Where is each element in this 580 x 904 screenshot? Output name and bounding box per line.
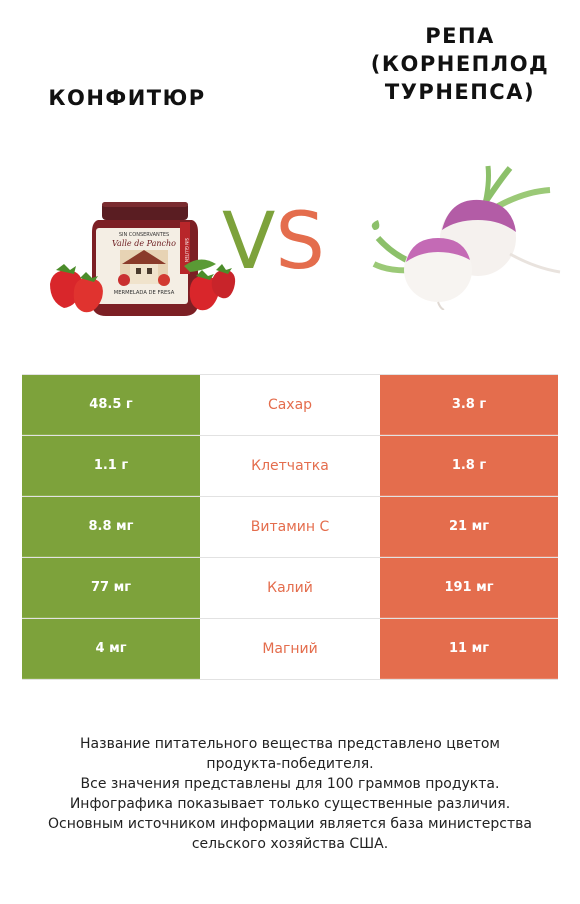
- footer-line: продукта-победителя.: [206, 756, 374, 772]
- footer-notes: Название питательного вещества представл…: [20, 734, 560, 854]
- table-row: 1.1 г Клетчатка 1.8 г: [22, 436, 558, 497]
- footer-line: Основным источником информации является …: [48, 816, 532, 832]
- right-value: 3.8 г: [380, 375, 558, 435]
- right-value: 21 мг: [380, 497, 558, 557]
- table-row: 8.8 мг Витамин C 21 мг: [22, 497, 558, 558]
- left-value: 48.5 г: [22, 375, 200, 435]
- vs-label: V S: [222, 194, 325, 290]
- left-value: 4 мг: [22, 619, 200, 679]
- footer-line: Инфографика показывает только существенн…: [69, 796, 511, 812]
- right-value: 1.8 г: [380, 436, 558, 496]
- vs-s-letter: S: [275, 197, 325, 287]
- jar-label-brand: Valle de Pancho: [112, 239, 176, 248]
- nutrient-name: Клетчатка: [251, 458, 329, 474]
- right-product-title: РЕПА (КОРНЕПЛОД ТУРНЕПСА): [350, 22, 570, 106]
- left-value: 77 мг: [22, 558, 200, 618]
- right-value: 11 мг: [380, 619, 558, 679]
- turnip-image: [371, 165, 561, 310]
- left-product-title: КОНФИТЮР: [48, 86, 206, 110]
- table-row: 48.5 г Сахар 3.8 г: [22, 374, 558, 436]
- right-title-line: ТУРНЕПСА): [384, 80, 536, 104]
- footer-line: Название питательного вещества представл…: [80, 736, 500, 752]
- left-value: 8.8 мг: [22, 497, 200, 557]
- table-row: 77 мг Калий 191 мг: [22, 558, 558, 619]
- strawberry-icon: [211, 264, 236, 299]
- nutrient-name: Магний: [262, 641, 318, 657]
- jar-label-top: SIN CONSERVANTES: [119, 232, 169, 238]
- left-value: 1.1 г: [22, 436, 200, 496]
- leaf-icon: [184, 259, 216, 272]
- jar-label-side: SIN GLUTEN: [184, 238, 189, 262]
- vs-v-letter: V: [222, 197, 276, 287]
- nutrient-name: Калий: [267, 580, 313, 596]
- strawberry-icon: [189, 270, 219, 311]
- strawberry-icon: [73, 272, 103, 313]
- footer-line: сельского хозяйства США.: [191, 836, 389, 852]
- right-value: 191 мг: [380, 558, 558, 618]
- right-title-line: РЕПА: [425, 24, 495, 48]
- nutrient-name: Витамин C: [250, 519, 330, 535]
- jar-label-product: MERMELADA DE FRESA: [114, 290, 175, 296]
- table-row: 4 мг Магний 11 мг: [22, 619, 558, 680]
- footer-line: Все значения представлены для 100 граммо…: [80, 776, 500, 792]
- nutrient-name: Сахар: [267, 397, 313, 413]
- right-title-line: (КОРНЕПЛОД: [370, 52, 550, 76]
- jam-jar-image: SIN CONSERVANTES Valle de Pancho MERMELA…: [50, 202, 236, 316]
- comparison-table: 48.5 г Сахар 3.8 г 1.1 г Клетчатка 1.8 г…: [22, 374, 558, 680]
